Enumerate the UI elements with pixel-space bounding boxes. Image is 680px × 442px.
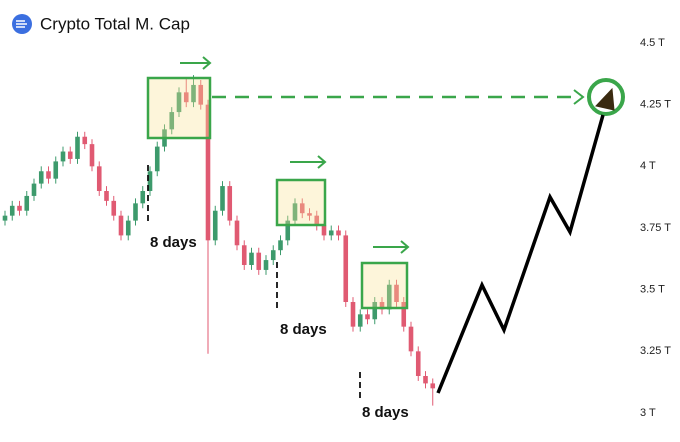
candle-body	[31, 183, 37, 196]
candle-body	[176, 92, 182, 113]
candle-body	[299, 203, 305, 214]
candle-body	[169, 112, 175, 130]
overlay	[146, 56, 625, 402]
candle-body	[205, 104, 211, 241]
range-box	[146, 76, 212, 140]
candle-body	[394, 284, 399, 302]
candle-body	[191, 84, 196, 103]
candle-body	[38, 171, 44, 184]
candle-body	[212, 210, 218, 241]
candle-body	[336, 230, 341, 236]
candle-body	[183, 92, 189, 103]
annotation: 8 days	[362, 404, 409, 421]
candle-body	[24, 195, 30, 211]
candle-body	[198, 84, 204, 105]
candle-body	[415, 351, 421, 376]
candle-body	[430, 383, 436, 389]
candle-body	[321, 225, 327, 236]
y-tick-label: 3.75 T	[640, 222, 671, 234]
candle-body	[241, 245, 247, 265]
candle-body	[292, 203, 298, 221]
y-tick-label: 3.5 T	[640, 284, 665, 296]
candle-body	[118, 215, 124, 236]
arrow	[573, 89, 585, 105]
candle-body	[278, 240, 283, 251]
candle-body	[220, 186, 225, 211]
candle-body	[343, 235, 349, 302]
candle-body	[350, 302, 356, 327]
annotation: 8 days	[150, 234, 197, 251]
candle-body	[82, 136, 88, 145]
range-box	[360, 261, 409, 310]
candle-body	[17, 205, 22, 211]
candle-body	[285, 220, 291, 241]
candle-body	[357, 314, 363, 327]
candle-body	[365, 314, 370, 320]
candle-body	[314, 215, 320, 226]
candle-body	[111, 200, 117, 216]
candle-body	[140, 191, 146, 204]
candle-body	[234, 220, 240, 246]
y-tick-label: 4.5 T	[640, 37, 665, 49]
y-tick-label: 4.25 T	[640, 99, 671, 111]
arrowhead	[595, 87, 615, 111]
candle-body	[379, 302, 385, 310]
candle-body	[263, 260, 269, 270]
candle-body	[96, 166, 102, 191]
chart-title: Crypto Total M. Cap	[40, 14, 190, 33]
candle-body	[328, 230, 334, 236]
candle-body	[270, 250, 276, 261]
candle-body	[227, 186, 233, 221]
candle-body	[75, 136, 80, 159]
candle-body	[249, 252, 254, 265]
range-box	[275, 178, 327, 227]
candle-body	[256, 252, 262, 270]
candle-body	[408, 326, 414, 352]
candle-body	[401, 302, 407, 327]
y-tick-label: 3 T	[640, 407, 656, 419]
annotation: 8 days	[280, 321, 327, 338]
projection	[436, 114, 605, 394]
candle-body	[154, 146, 160, 172]
candle-body	[60, 151, 66, 162]
candle-body	[9, 205, 15, 216]
logo-mark	[16, 20, 27, 28]
candle-body	[46, 171, 51, 179]
candle-body	[307, 213, 312, 216]
candle-body	[89, 144, 95, 167]
candle-body	[53, 161, 59, 179]
day-marker	[147, 165, 361, 402]
candle-body	[386, 284, 392, 310]
candle-body	[125, 220, 131, 236]
candle-body	[67, 151, 73, 159]
candle-body	[2, 215, 8, 221]
candle-body	[372, 302, 378, 320]
arrow	[180, 56, 410, 254]
candle-body	[133, 203, 138, 221]
candle-body	[147, 171, 153, 191]
candle-body	[104, 191, 109, 201]
y-tick-label: 3.25 T	[640, 345, 671, 357]
y-tick-label: 4 T	[640, 160, 656, 172]
candle-body	[423, 376, 428, 384]
